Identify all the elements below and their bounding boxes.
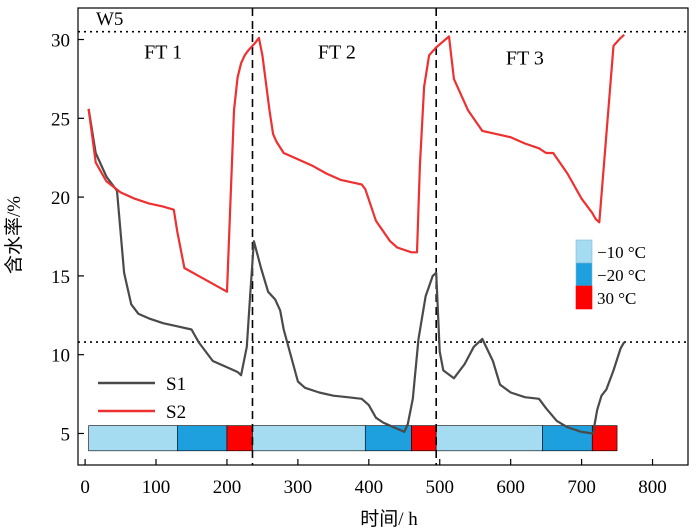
temperature-swatch (575, 239, 593, 264)
x-tick-label: 600 (496, 477, 525, 498)
y-axis-label: 含水率/% (3, 196, 25, 274)
y-tick-label: 25 (51, 109, 70, 130)
x-tick-label: 400 (355, 477, 384, 498)
temperature-phase-bar (88, 425, 618, 452)
cycle-label: FT 3 (506, 48, 544, 70)
data-series (87, 33, 626, 435)
temperature-legend: −10 °C −20 °C 30 °C (575, 239, 646, 310)
x-tick-label: 300 (284, 477, 313, 498)
cycle-label: FT 2 (318, 41, 356, 63)
x-tick-label: 0 (80, 477, 90, 498)
series-line-s1 (87, 108, 626, 435)
y-tick-label: 15 (51, 267, 70, 288)
reference-lines (78, 8, 688, 465)
x-tick-label: 700 (567, 477, 596, 498)
y-tick-label: 5 (61, 424, 71, 445)
x-axis-label: 时间/ h (360, 508, 418, 530)
temperature-segment (591, 425, 618, 452)
temperature-legend-label: −20 °C (597, 266, 646, 285)
temperature-legend-label: 30 °C (597, 289, 636, 308)
temperature-swatch (575, 285, 593, 310)
legend-label-s1: S1 (166, 374, 186, 395)
y-tick-label: 30 (51, 31, 70, 52)
x-tick-label: 800 (638, 477, 667, 498)
temperature-segment (435, 425, 543, 452)
legend-label-s2: S2 (166, 402, 186, 423)
x-tick-label: 500 (425, 477, 454, 498)
temperature-swatch (575, 262, 593, 287)
chart-text: 0 100 200 300 400 500 600 700 800 5 10 15 20 25 30 FT 1… (51, 31, 667, 498)
y-tick-label: 20 (51, 188, 70, 209)
axis-ticks (78, 38, 654, 465)
x-tick-label: 100 (142, 477, 171, 498)
temperature-segment (88, 425, 178, 452)
temperature-legend-label: −10 °C (597, 243, 646, 262)
y-tick-label: 10 (51, 346, 70, 367)
temperature-segment (226, 425, 253, 452)
temperature-segment (542, 425, 593, 452)
temperature-segment (364, 425, 412, 452)
temperature-segment (411, 425, 437, 452)
cycle-label: FT 1 (144, 41, 182, 63)
panel-label: W5 (96, 9, 123, 30)
series-line-s2 (87, 33, 625, 293)
temperature-segment (177, 425, 228, 452)
x-tick-label: 200 (213, 477, 242, 498)
plot-frame (77, 7, 689, 466)
temperature-segment (252, 425, 366, 452)
